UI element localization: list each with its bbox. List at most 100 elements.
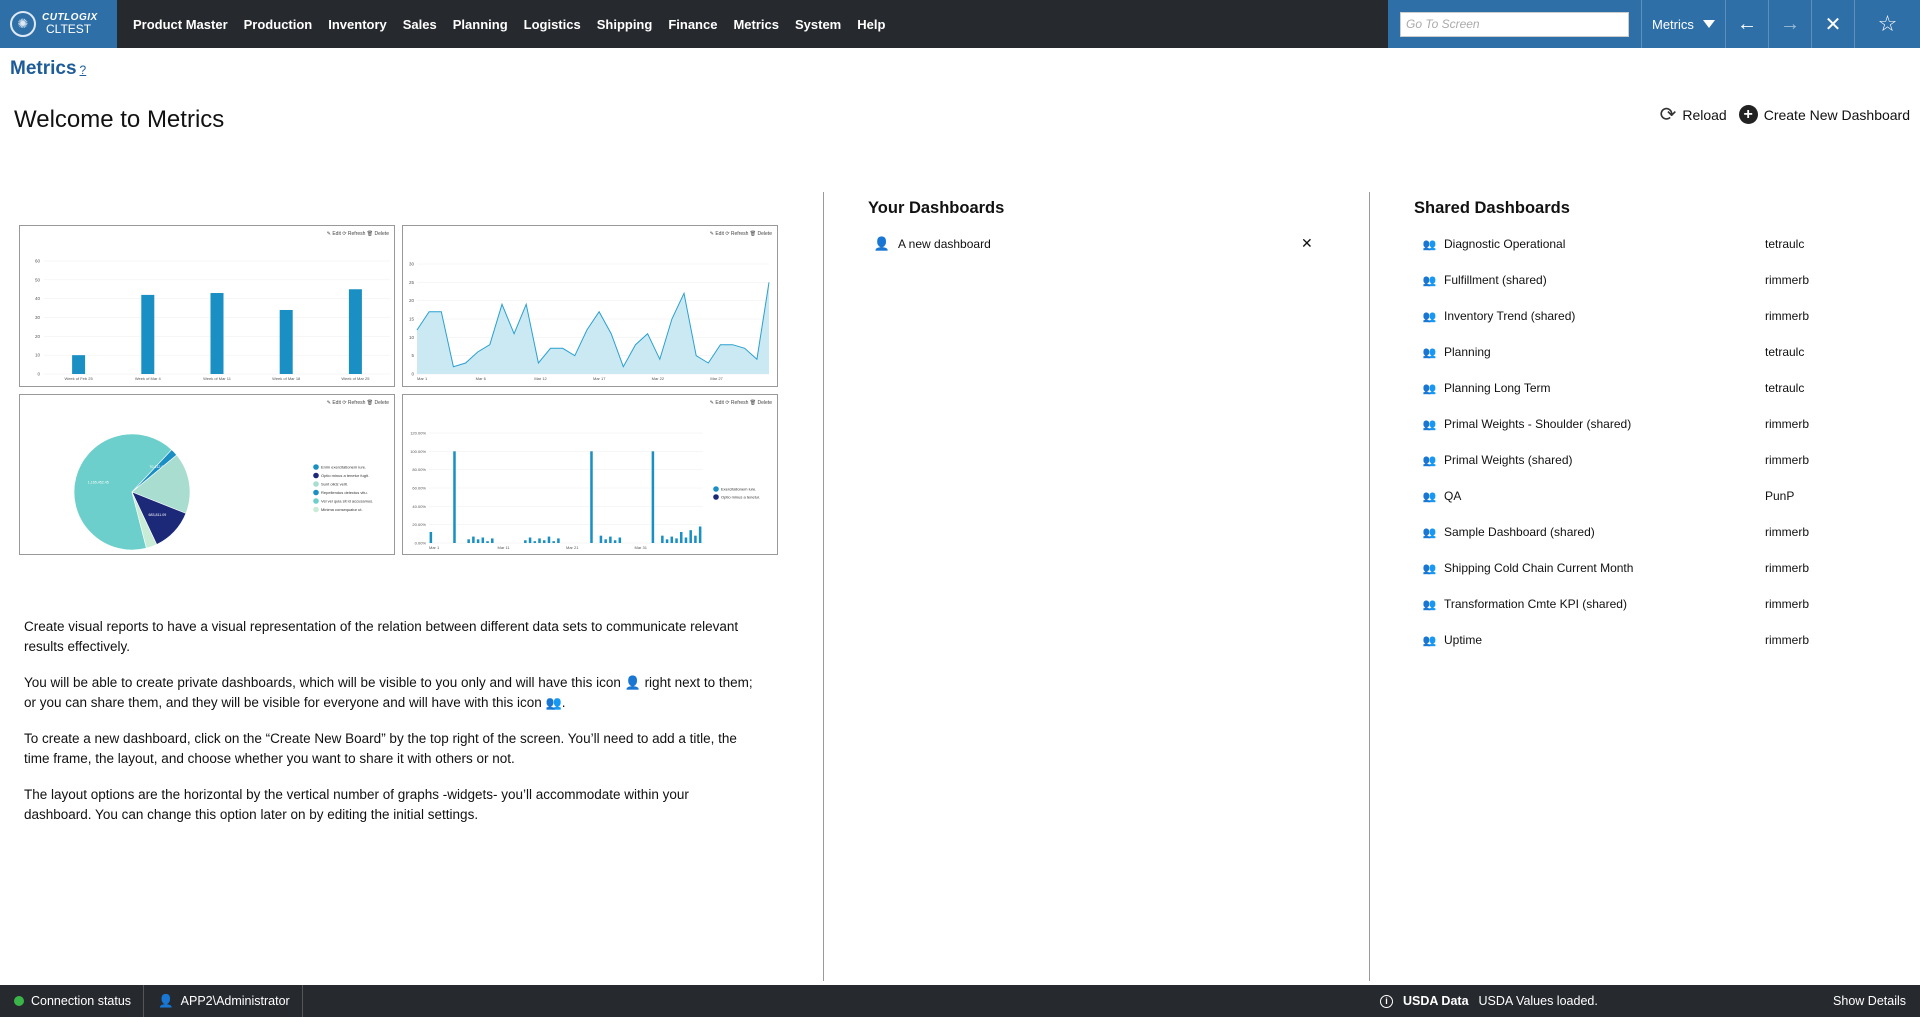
y-tick-label: 80.00%	[412, 467, 426, 472]
page-title-text: Metrics	[10, 58, 77, 79]
x-tick-label: Mar 21	[566, 545, 579, 550]
y-tick-label: 10	[35, 353, 41, 358]
shared-dashboard-item[interactable]: 👥 Shipping Cold Chain Current Month	[1420, 558, 1634, 578]
x-tick-label: Mar 27	[710, 376, 723, 381]
usda-status: i USDA Data USDA Values loaded.	[1380, 985, 1598, 1017]
bar	[467, 539, 470, 543]
y-tick-label: 0	[37, 372, 40, 377]
preview-line-chart-card: ✎ Edit ⟳ Refresh 🗑 Delete 0 5 10 15 20 25 30 Ma…	[402, 225, 778, 387]
brand-logo-area[interactable]: ✺ CUTLOGIX CLTEST	[0, 0, 117, 48]
pie-slice	[131, 454, 191, 514]
bar-chart: 0 10 20 30 40 50 60 Week of Feb 25 Week of Mar 4…	[35, 259, 390, 381]
dashboard-name: Shipping Cold Chain Current Month	[1444, 561, 1634, 575]
back-arrow-button[interactable]: ←	[1725, 0, 1768, 48]
dashboard-name: Diagnostic Operational	[1444, 237, 1566, 251]
shared-users-icon: 👥	[1422, 598, 1437, 611]
bar	[694, 535, 697, 543]
shared-dashboard-item[interactable]: 👥 Fulfillment (shared)	[1420, 270, 1547, 290]
close-screen-button[interactable]: ✕	[1811, 0, 1854, 48]
legend-label: Exercitationem iure.	[721, 487, 756, 492]
shared-dashboard-item[interactable]: 👥 Inventory Trend (shared)	[1420, 306, 1576, 326]
legend-label: Optio minus a tenetur.	[721, 495, 760, 500]
widget-tools: ✎ Edit ⟳ Refresh 🗑 Delete	[709, 400, 772, 406]
nav-item-help[interactable]: Help	[857, 16, 886, 32]
dashboard-name: Fulfillment (shared)	[1444, 273, 1547, 287]
shared-users-icon: 👥	[1422, 490, 1437, 503]
create-new-dashboard-button[interactable]: + Create New Dashboard	[1738, 105, 1910, 124]
nav-item-inventory[interactable]: Inventory	[328, 16, 387, 32]
y-tick-label: 30	[409, 262, 415, 267]
reload-button[interactable]: ⟳ Reload	[1660, 102, 1727, 127]
dashboard-owner: tetraulc	[1765, 237, 1805, 251]
dashboard-owner: rimmerb	[1765, 273, 1809, 287]
nav-item-shipping[interactable]: Shipping	[596, 16, 653, 32]
status-bar: Connection status 👤 APP2\Administrator i…	[0, 985, 1920, 1017]
usda-label: USDA Data	[1403, 994, 1469, 1008]
description-paragraph: Create visual reports to have a visual r…	[24, 619, 739, 654]
shared-dashboard-item[interactable]: 👥 QA	[1420, 486, 1462, 506]
nav-item-production[interactable]: Production	[243, 16, 313, 32]
dashboard-owner: PunP	[1765, 489, 1795, 503]
current-user[interactable]: 👤 APP2\Administrator	[144, 985, 303, 1017]
forward-arrow-button[interactable]: →	[1768, 0, 1811, 48]
top-navigation-bar: ✺ CUTLOGIX CLTEST Product Master Producti…	[0, 0, 1920, 48]
pie-chart: 1,165,452.45 70,412.81 683,811.09 Enim exer…	[73, 433, 373, 551]
your-dashboard-item[interactable]: 👤 A new dashboard	[874, 234, 991, 254]
dashboard-name: A new dashboard	[898, 237, 991, 251]
go-to-screen-input[interactable]	[1400, 11, 1629, 37]
bar	[609, 536, 612, 543]
shared-users-icon: 👥	[1422, 310, 1437, 323]
nav-item-logistics[interactable]: Logistics	[523, 16, 581, 32]
shared-users-icon: 👥	[1422, 562, 1437, 575]
shared-dashboard-item[interactable]: 👥 Planning Long Term	[1420, 378, 1551, 398]
bar	[279, 309, 293, 374]
dashboard-name: Sample Dashboard (shared)	[1444, 525, 1595, 539]
favorite-button[interactable]: ☆	[1854, 0, 1920, 48]
slice-data-label: 70,412.81	[149, 465, 165, 469]
shared-dashboard-item[interactable]: 👥 Primal Weights (shared)	[1420, 450, 1573, 470]
column-divider	[823, 192, 824, 981]
nav-item-planning[interactable]: Planning	[452, 16, 508, 32]
nav-item-finance[interactable]: Finance	[668, 16, 718, 32]
nav-item-metrics[interactable]: Metrics	[733, 16, 779, 32]
dashboard-name: Primal Weights - Shoulder (shared)	[1444, 417, 1632, 431]
shared-dashboard-item[interactable]: 👥 Sample Dashboard (shared)	[1420, 522, 1595, 542]
x-tick-label: Mar 22	[652, 376, 665, 381]
y-tick-label: 5	[411, 353, 414, 358]
widget-tools: ✎ Edit ⟳ Refresh 🗑 Delete	[326, 231, 389, 237]
bar	[524, 540, 527, 543]
shared-dashboard-item[interactable]: 👥 Planning	[1420, 342, 1491, 362]
nav-item-sales[interactable]: Sales	[402, 16, 437, 32]
y-tick-label: 25	[409, 280, 415, 285]
y-tick-label: 20	[35, 334, 41, 339]
arrow-right-icon: →	[1780, 12, 1800, 35]
x-tick-label: Mar 6	[476, 376, 487, 381]
legend-label: Vel vel quia sit id accusamus.	[321, 499, 373, 504]
connection-status[interactable]: Connection status	[0, 985, 145, 1017]
brain-logo-icon: ✺	[10, 11, 36, 37]
help-link[interactable]: ?	[79, 63, 87, 77]
legend-label: Optio minus a tenetur fugit.	[321, 473, 369, 478]
nav-item-product-master[interactable]: Product Master	[133, 16, 228, 32]
bar	[491, 538, 494, 543]
shared-dashboard-item[interactable]: 👥 Uptime	[1420, 630, 1482, 650]
bar	[698, 526, 702, 543]
module-dropdown[interactable]: Metrics	[1641, 0, 1725, 48]
bar	[429, 532, 433, 543]
shared-dashboard-item[interactable]: 👥 Diagnostic Operational	[1420, 234, 1566, 254]
shared-dashboard-item[interactable]: 👥 Transformation Cmte KPI (shared)	[1420, 594, 1627, 614]
dashboard-name: Transformation Cmte KPI (shared)	[1444, 597, 1627, 611]
bar	[670, 536, 674, 543]
plus-circle-icon: +	[1738, 105, 1758, 124]
shared-dashboard-item[interactable]: 👥 Primal Weights - Shoulder (shared)	[1420, 414, 1632, 434]
brand-name: CUTLOGIX	[42, 11, 98, 23]
module-dropdown-value: Metrics	[1652, 16, 1694, 32]
description-text: .	[561, 695, 566, 710]
show-details-link[interactable]: Show Details	[1833, 994, 1906, 1008]
dashboard-name: QA	[1444, 489, 1462, 503]
description-text: You will be able to create private dashb…	[24, 675, 621, 690]
shared-dashboards-title: Shared Dashboards	[1414, 199, 1570, 217]
x-tick-label: Mar 31	[635, 545, 648, 550]
remove-dashboard-icon[interactable]: ✕	[1301, 235, 1313, 251]
nav-item-system[interactable]: System	[794, 16, 842, 32]
